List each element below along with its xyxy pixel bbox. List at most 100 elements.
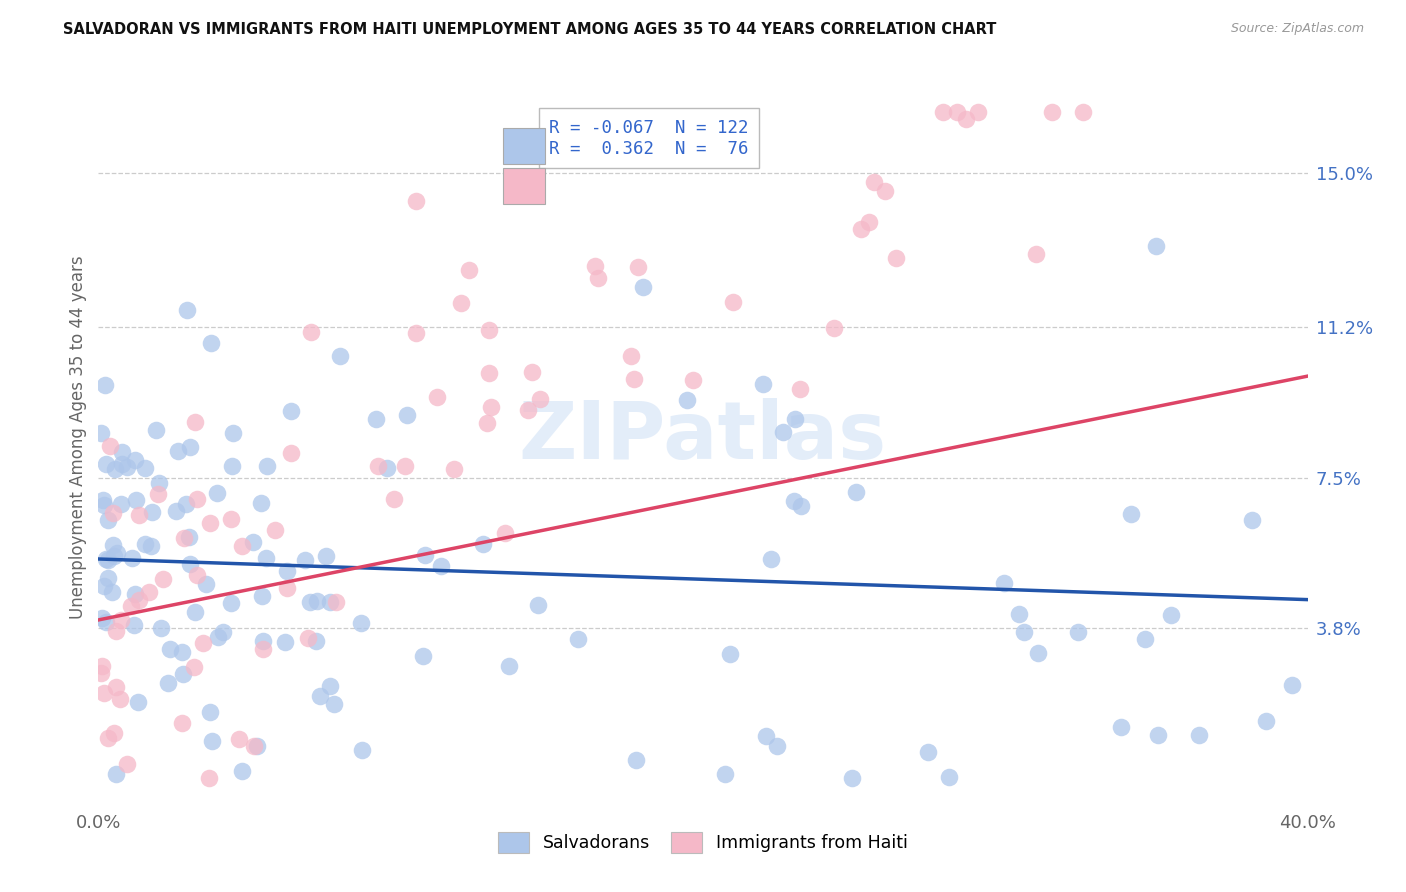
Point (149, 621, 172, 635)
Point (200, 705, 222, 719)
Point (785, 412, 807, 426)
Point (430, 559, 453, 574)
Point (713, 767, 735, 781)
Point (198, 772, 221, 786)
Point (104, 766, 127, 780)
Point (250, 589, 273, 603)
Point (100, 585, 122, 599)
Point (350, 743, 373, 757)
Point (1281, 677, 1303, 691)
Y-axis label: Unemployment Among Ages 35 to 44 years: Unemployment Among Ages 35 to 44 years (69, 255, 87, 619)
Point (478, 323, 501, 337)
Point (90, 611, 112, 625)
Point (120, 599, 142, 613)
Point (394, 459, 416, 474)
Point (938, 770, 960, 784)
Point (221, 597, 243, 611)
Point (1241, 513, 1264, 527)
Point (115, 756, 138, 771)
Point (620, 349, 643, 363)
Point (104, 624, 127, 638)
Point (754, 730, 776, 744)
Point (128, 592, 150, 607)
Point (177, 530, 200, 544)
Point (90, 665, 112, 680)
Point (90, 659, 112, 673)
Point (228, 732, 250, 747)
Point (221, 459, 243, 474)
Point (395, 409, 418, 423)
Point (159, 641, 181, 656)
Point (183, 660, 205, 674)
Point (176, 302, 198, 317)
Point (884, 252, 907, 266)
Point (682, 373, 704, 387)
Point (382, 492, 405, 507)
Point (567, 632, 589, 646)
Point (478, 367, 501, 381)
Point (426, 390, 449, 404)
Point (765, 739, 787, 753)
Point (1109, 720, 1132, 734)
Point (128, 508, 150, 522)
Legend: Salvadorans, Immigrants from Haiti: Salvadorans, Immigrants from Haiti (491, 825, 915, 860)
Point (299, 325, 322, 339)
Point (966, 105, 988, 120)
Point (104, 461, 127, 475)
Point (274, 635, 297, 649)
Point (246, 739, 269, 754)
Point (139, 539, 162, 553)
Point (96, 513, 118, 527)
Point (1008, 607, 1031, 621)
FancyBboxPatch shape (503, 128, 544, 164)
Point (627, 260, 650, 274)
Point (212, 624, 235, 639)
Point (1067, 625, 1090, 640)
Point (413, 549, 436, 563)
Point (152, 572, 174, 586)
Point (250, 496, 273, 510)
Point (221, 426, 243, 441)
Point (276, 581, 298, 595)
Point (520, 365, 543, 379)
Point (110, 497, 132, 511)
Point (94, 457, 117, 471)
Point (458, 263, 481, 277)
Point (91, 493, 114, 508)
Point (194, 576, 217, 591)
Point (172, 666, 194, 681)
Point (165, 504, 187, 518)
Text: SALVADORAN VS IMMIGRANTS FROM HAITI UNEMPLOYMENT AMONG AGES 35 TO 44 YEARS CORRE: SALVADORAN VS IMMIGRANTS FROM HAITI UNEM… (63, 22, 997, 37)
Point (179, 557, 201, 571)
Point (96, 570, 118, 584)
Point (173, 531, 195, 545)
Point (97, 731, 120, 745)
Point (127, 695, 149, 709)
Point (193, 636, 215, 650)
Point (94, 552, 117, 566)
Point (917, 745, 939, 759)
Point (157, 676, 180, 690)
Point (231, 539, 253, 553)
Point (529, 392, 551, 406)
Point (307, 593, 329, 607)
Point (450, 296, 472, 310)
Point (527, 598, 550, 612)
Point (761, 551, 783, 566)
Point (179, 440, 201, 454)
Point (772, 425, 794, 439)
Point (121, 551, 143, 566)
Point (946, 105, 969, 120)
Point (122, 618, 145, 632)
Point (124, 587, 146, 601)
Point (252, 642, 274, 657)
Point (498, 659, 520, 673)
Point (873, 184, 896, 198)
Point (148, 475, 170, 490)
Point (105, 546, 128, 560)
Point (93, 579, 115, 593)
Point (319, 679, 342, 693)
Point (323, 697, 346, 711)
Point (186, 492, 208, 507)
Point (115, 459, 138, 474)
